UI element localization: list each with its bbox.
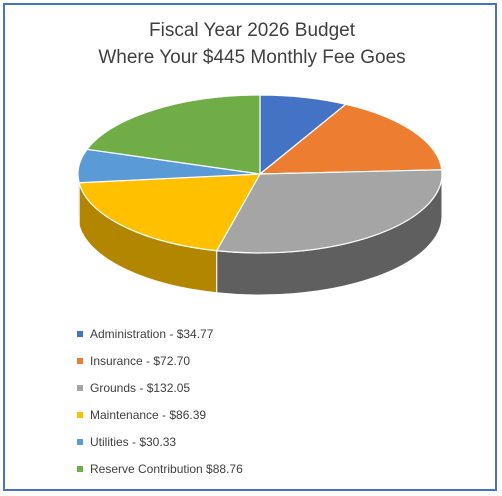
pie-chart [77, 94, 443, 296]
legend-label-3: Maintenance - $86.39 [90, 407, 207, 422]
legend-item-2: Grounds - $132.05 [77, 374, 243, 401]
legend-label-2: Grounds - $132.05 [90, 380, 191, 395]
legend-item-4: Utilities - $30.33 [77, 428, 243, 455]
chart-frame: Fiscal Year 2026 Budget Where Your $445 … [3, 3, 497, 491]
legend-swatch-3 [77, 411, 83, 418]
chart-legend: Administration - $34.77 Insurance - $72.7… [77, 320, 243, 482]
legend-swatch-5 [77, 465, 83, 472]
legend-item-0: Administration - $34.77 [77, 320, 243, 347]
chart-title-line-2: Where Your $445 Monthly Fee Goes [98, 47, 406, 68]
legend-swatch-4 [77, 438, 83, 445]
legend-item-5: Reserve Contribution $88.76 [77, 455, 243, 482]
legend-item-3: Maintenance - $86.39 [77, 401, 243, 428]
legend-label-5: Reserve Contribution $88.76 [90, 461, 243, 476]
legend-label-1: Insurance - $72.70 [90, 353, 191, 368]
legend-swatch-0 [77, 330, 83, 337]
legend-label-4: Utilities - $30.33 [90, 434, 177, 449]
legend-swatch-1 [77, 357, 83, 364]
pie-slice-3 [78, 173, 262, 252]
legend-swatch-2 [77, 384, 83, 391]
pie-slice-2 [215, 169, 443, 254]
legend-item-1: Insurance - $72.70 [77, 347, 243, 374]
pie-slice-1 [258, 103, 443, 175]
pie-slice-5 [86, 94, 261, 175]
chart-title-line-1: Fiscal Year 2026 Budget [149, 20, 355, 41]
legend-label-0: Administration - $34.77 [90, 326, 214, 341]
